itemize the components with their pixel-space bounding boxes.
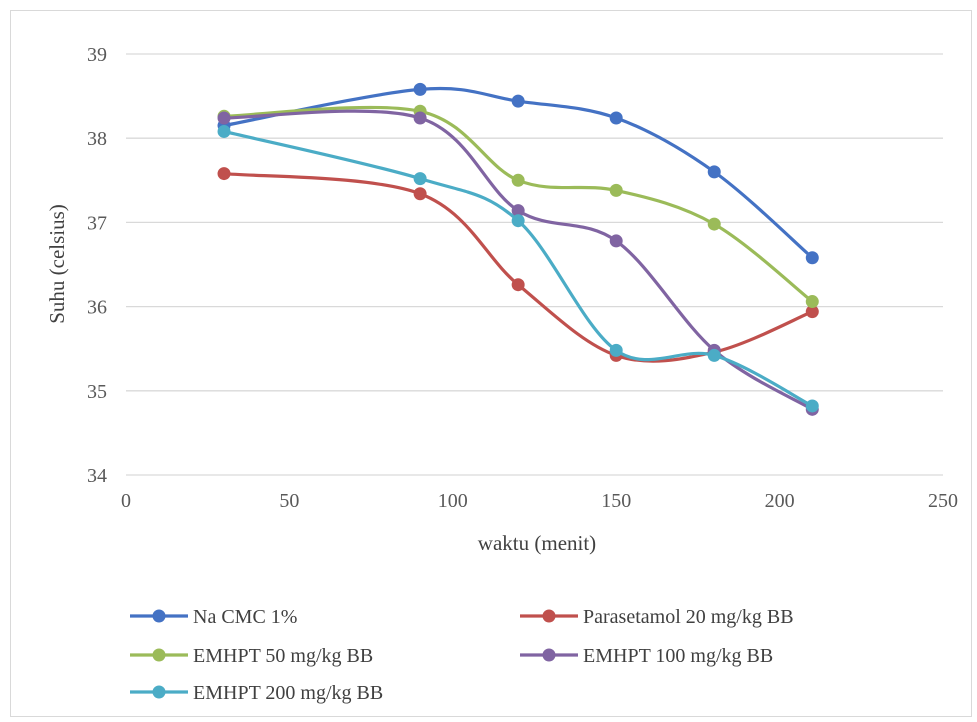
y-tick-label: 37 [87,212,107,234]
legend-item: EMHPT 200 mg/kg BB [130,682,383,704]
y-tick-label: 38 [87,128,107,150]
series-line [223,105,814,303]
x-tick-label: 150 [601,490,631,512]
data-point [609,111,623,125]
data-point [511,173,525,187]
x-tick-label: 0 [121,490,131,512]
data-point [511,214,525,228]
series-line [223,171,813,363]
data-point [413,82,427,96]
legend-marker [152,648,166,662]
series-layer [217,82,819,416]
y-tick-labels: 34 35 36 37 38 39 [87,44,107,487]
x-tick-label: 250 [928,490,958,512]
data-point [609,234,623,248]
data-point [413,187,427,201]
series-5 [217,124,819,413]
y-tick-label: 35 [87,381,107,403]
legend-label: EMHPT 200 mg/kg BB [193,682,383,704]
data-point [511,204,525,218]
legend-label: EMHPT 50 mg/kg BB [193,645,373,667]
grid-lines [126,53,943,392]
legend-label: Parasetamol 20 mg/kg BB [583,606,794,628]
data-point [413,111,427,125]
series-1 [217,82,819,265]
legend-item: Parasetamol 20 mg/kg BB [520,606,794,628]
data-point [609,343,623,357]
series-line [224,109,814,411]
legend-marker [152,609,166,623]
y-axis-title: Suhu (celsius) [45,204,69,324]
data-point [805,305,819,319]
data-point [805,251,819,265]
x-axis-title: waktu (menit) [478,531,596,555]
series-line [223,129,814,408]
data-point [413,172,427,186]
legend-item: Na CMC 1% [130,606,297,628]
y-tick-label: 34 [87,465,107,487]
data-point [707,165,721,179]
y-tick-label: 39 [87,44,107,66]
data-point [707,217,721,231]
x-tick-labels: 0 50 100 150 200 250 [121,490,958,512]
x-tick-label: 200 [765,490,795,512]
data-point [217,111,231,125]
data-point [217,124,231,138]
legend-marker [152,685,166,699]
legend: Na CMC 1% Parasetamol 20 mg/kg BB EMHPT 50… [130,606,794,704]
data-point [805,295,819,309]
data-point [511,278,525,292]
series-line [223,86,814,259]
legend-item: EMHPT 50 mg/kg BB [130,645,373,667]
legend-marker [542,648,556,662]
x-tick-label: 100 [438,490,468,512]
legend-marker [542,609,556,623]
data-point [217,167,231,181]
chart-frame [10,10,972,717]
data-point [511,94,525,108]
legend-item: EMHPT 100 mg/kg BB [520,645,773,667]
data-point [609,183,623,197]
legend-label: EMHPT 100 mg/kg BB [583,645,773,667]
series-2 [217,167,819,363]
data-point [707,348,721,362]
y-tick-label: 36 [87,297,107,319]
x-tick-label: 50 [279,490,299,512]
data-point [805,399,819,413]
legend-label: Na CMC 1% [193,606,297,628]
series-4 [217,109,819,416]
